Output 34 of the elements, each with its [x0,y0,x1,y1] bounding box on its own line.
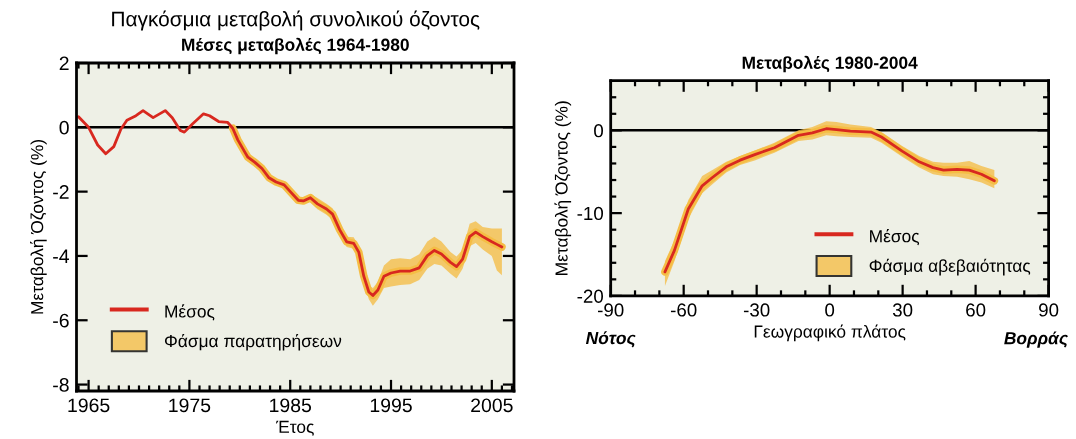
legend-label: Φάσμα παρατηρήσεων [164,333,342,351]
chart-title: Παγκόσμια μεταβολή συνολικού όζοντος [112,10,480,31]
y-tick-label: -2 [53,185,69,199]
x-tick-label: 1985 [270,398,312,413]
y-tick-label: -8 [53,378,69,392]
x-tick-label: 1975 [169,398,211,413]
y-tick-label: 0 [594,124,604,138]
text: Νότος [585,331,636,348]
chart-title: Μεταβολές 1980-2004 [742,55,918,73]
legend-label: Μέσος [870,229,920,246]
y-tick-label: 0 [59,120,69,135]
x-tick-label: 0 [825,303,835,317]
legend-label: Φάσμα αβεβαιότητας [869,258,1031,276]
legend-label: Μέσος [165,304,215,321]
x-tick-label: 30 [892,303,913,317]
x-tick-label: 60 [966,303,986,317]
x-tick-label: 1965 [68,398,110,413]
x-axis-title: Έτος [276,420,314,436]
x-tick-label: -60 [670,303,697,317]
x-axis-title: Γεωγραφικό πλάτος [754,324,906,342]
x-tick-label: 90 [1039,303,1059,317]
y-tick-label: -6 [53,313,69,328]
y-tick-label: -4 [53,249,69,263]
x-tick-label: 1995 [370,398,412,413]
y-axis-title: Μεταβολή Όζοντος (%) [554,101,572,275]
y-tick-label: -10 [577,206,604,221]
x-tick-label: -30 [743,303,770,317]
x-tick-label: -90 [597,303,624,317]
x-tick-label: 2005 [471,398,513,413]
chart-subtitle: Μέσες μεταβολές 1964-1980 [182,37,409,55]
text: Βορράς [1004,331,1068,348]
y-tick-label: 2 [59,56,69,71]
y-tick-label: -20 [577,289,604,303]
y-axis-title: Μεταβολή Όζοντος (%) [30,140,47,314]
